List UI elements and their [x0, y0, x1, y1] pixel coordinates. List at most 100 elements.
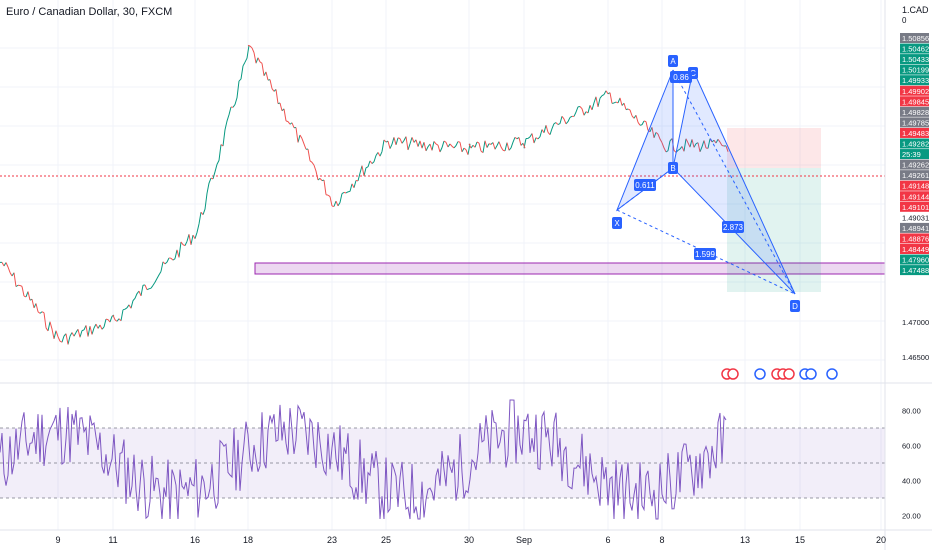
economic-event-icon[interactable] [805, 368, 817, 380]
price-tag-bg [900, 127, 929, 138]
pattern-point-b [668, 162, 678, 174]
price-tag-bg [900, 201, 929, 212]
x-tick-label: 9 [55, 535, 60, 545]
x-tick-label: 20 [876, 535, 886, 545]
x-tick-label: 8 [659, 535, 664, 545]
time-axis[interactable]: 9 11 16 18 23 25 30 Sep 6 8 13 15 20 [55, 535, 886, 545]
pattern-ad [672, 69, 796, 295]
price-tag-bg [900, 233, 929, 244]
price-tick-label: 1.47960 [902, 256, 929, 265]
pattern-point-label: A [670, 57, 676, 66]
price-tag-bg [900, 149, 929, 160]
pattern-point-a [668, 55, 678, 67]
price-tag-bg [900, 106, 929, 117]
pattern-ratio-tag [634, 179, 656, 191]
currency-label: 1.CAD 0 [902, 5, 929, 25]
price-tick-label: 1.47000 [902, 318, 929, 327]
pattern-point-d [790, 300, 800, 312]
rsi-tick-label: 40.00 [902, 477, 921, 486]
price-tag-bg [900, 180, 929, 191]
price-tick-label: 1.49031 [902, 213, 929, 222]
currency-code: CAD [909, 5, 929, 15]
rsi-series [0, 399, 727, 520]
x-tick-label: 6 [605, 535, 610, 545]
currency-prefix: 1. [902, 5, 910, 15]
rsi-band [0, 428, 885, 498]
price-tick-label: 1.50199 [902, 66, 929, 75]
price-tick-label: 1.49845 [902, 97, 929, 106]
rsi-tick-label: 60.00 [902, 442, 921, 451]
price-tick-label: 1.49785 [902, 118, 929, 127]
currency-suffix: 0 [902, 16, 907, 25]
pattern-ratio-tag [670, 71, 692, 83]
economic-event-icon[interactable] [754, 368, 766, 380]
rsi-tick-label: 80.00 [902, 407, 921, 416]
pattern-ratio-label: 1.599 [695, 250, 716, 259]
pattern-ratio-tag [694, 248, 716, 260]
price-tick-label: 1.49144 [902, 192, 929, 201]
price-tick-label: 1.49262 [902, 161, 929, 170]
pattern-point-label: B [670, 164, 675, 173]
rsi-axis[interactable]: 80.00 60.00 40.00 20.00 [902, 407, 921, 521]
price-tag-bg [900, 222, 929, 233]
price-tick-label: 1.50433 [902, 55, 929, 64]
economic-event-icon[interactable] [727, 368, 739, 380]
x-tick-label: 18 [243, 535, 253, 545]
price-tick-label: 1.49261 [902, 171, 929, 180]
x-tick-label: 30 [464, 535, 474, 545]
x-tick-label: 11 [108, 535, 117, 545]
pattern-point-label: D [792, 302, 798, 311]
price-tag-bg [900, 138, 929, 149]
economic-event-icon[interactable] [826, 368, 838, 380]
price-tick-label: 1.46500 [902, 353, 929, 362]
price-tick-label: 1.50856 [902, 34, 929, 43]
price-series-down [1, 44, 729, 345]
pattern-point-x [612, 217, 622, 229]
pattern-ratio-label: 0.86 [673, 73, 689, 82]
x-tick-label: 15 [795, 535, 805, 545]
pattern-ratio-tag [722, 221, 744, 233]
stop-zone [727, 128, 821, 168]
price-tag-bg [900, 244, 929, 254]
economic-event-icon[interactable] [783, 368, 795, 380]
price-tag-bg [900, 265, 929, 276]
price-tick-label: 1.49902 [902, 87, 929, 96]
event-markers[interactable] [721, 368, 838, 380]
price-tag-bg [900, 212, 929, 223]
price-tick-label: 1.49148 [902, 182, 929, 191]
pattern-ratio-label: 2.873 [723, 223, 744, 232]
price-tick-label: 25:39 [902, 150, 921, 159]
price-tick-label: 1.49828 [902, 108, 929, 117]
x-tick-label: Sep [516, 535, 532, 545]
price-tag-bg [900, 85, 929, 96]
price-tick-label: 1.49101 [902, 203, 929, 212]
price-tick-label: 1.49483 [902, 129, 929, 138]
pattern-point-label: X [614, 219, 620, 228]
price-tick-label: 1.48449 [902, 245, 929, 254]
price-tag-bg [900, 96, 929, 107]
price-tick-label: 1.50462 [902, 45, 929, 54]
grid [0, 0, 885, 530]
price-tick-label: 1.48876 [902, 234, 929, 243]
price-tag-bg [900, 54, 929, 65]
price-tag-bg [900, 191, 929, 202]
price-tag-bg [900, 75, 929, 86]
x-tick-label: 13 [740, 535, 750, 545]
price-tag-bg [900, 159, 929, 170]
x-tick-label: 23 [327, 535, 337, 545]
price-panel[interactable]: X A B C D 0.86 0.611 2.873 1.599 [0, 44, 886, 380]
price-tag-bg [900, 170, 929, 181]
price-tag-bg [900, 33, 929, 43]
price-tag-bg [900, 254, 929, 265]
price-series-up [0, 45, 727, 345]
pattern-ratio-label: 0.611 [635, 181, 655, 190]
price-tick-label: 1.47488 [902, 266, 929, 275]
rsi-panel[interactable] [0, 399, 885, 520]
price-tag-bg [900, 43, 929, 54]
price-tick-label: 1.48941 [902, 224, 929, 233]
price-tag-bg [900, 117, 929, 128]
chart-title: Euro / Canadian Dollar, 30, FXCM [6, 6, 173, 18]
pattern-point-label: C [690, 69, 696, 78]
